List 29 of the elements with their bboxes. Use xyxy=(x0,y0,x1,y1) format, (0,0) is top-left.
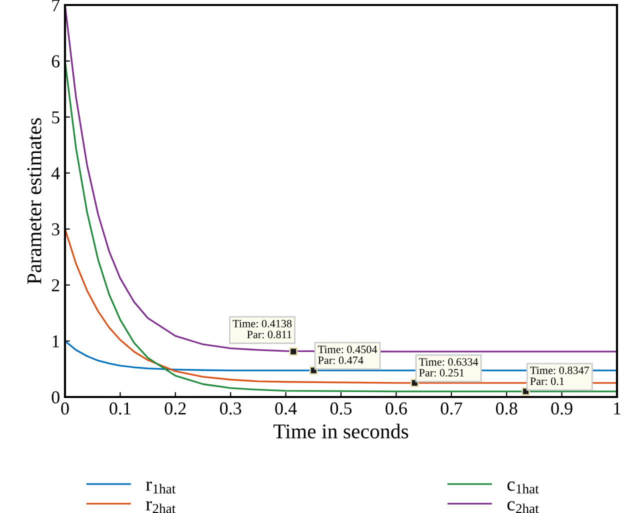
annotation: Time: 0.6334 Par: 0.251 xyxy=(419,358,478,377)
x-axis-title: Time in seconds xyxy=(273,424,408,438)
x-tick-label: 0.2 xyxy=(164,402,186,415)
y-tick-label: 3 xyxy=(52,223,60,236)
x-tick-label: 0 xyxy=(61,402,69,415)
x-tick-label: 0.5 xyxy=(330,402,352,415)
legend-label: r$_{1hat}$ xyxy=(146,482,176,494)
y-tick-label: 6 xyxy=(52,55,60,68)
x-tick-label: 0.1 xyxy=(110,402,130,415)
y-tick-label: 4 xyxy=(51,167,60,180)
legend-label: c$_{1hat}$ xyxy=(507,482,539,494)
annotation: Time: 0.4504 Par: 0.474 xyxy=(318,346,378,364)
x-tick-label: 0.3 xyxy=(220,402,242,415)
y-tick-label: 1 xyxy=(52,335,60,348)
y-tick-label: 5 xyxy=(52,111,60,124)
annotation: Time: 0.4138 Par: 0.811 xyxy=(232,320,292,338)
x-tick-label: 0.4 xyxy=(275,402,297,415)
x-tick-label: 0.9 xyxy=(551,402,572,415)
line-series xyxy=(65,228,617,384)
x-tick-label: 0.7 xyxy=(440,402,462,415)
y-tick-label: 0 xyxy=(52,391,60,404)
y-tick-label: 2 xyxy=(52,279,60,292)
x-tick-label: 0.6 xyxy=(386,402,407,415)
x-tick-label: 0.8 xyxy=(496,402,518,415)
legend-label: r$_{2hat}$ xyxy=(146,501,176,513)
annotation: Time: 0.8347 Par: 0.1 xyxy=(530,366,590,386)
y-axis-title: Parameter estimates xyxy=(27,118,42,284)
x-tick-label: 1 xyxy=(614,402,620,414)
legend-label: c$_{2hat}$ xyxy=(507,501,539,513)
